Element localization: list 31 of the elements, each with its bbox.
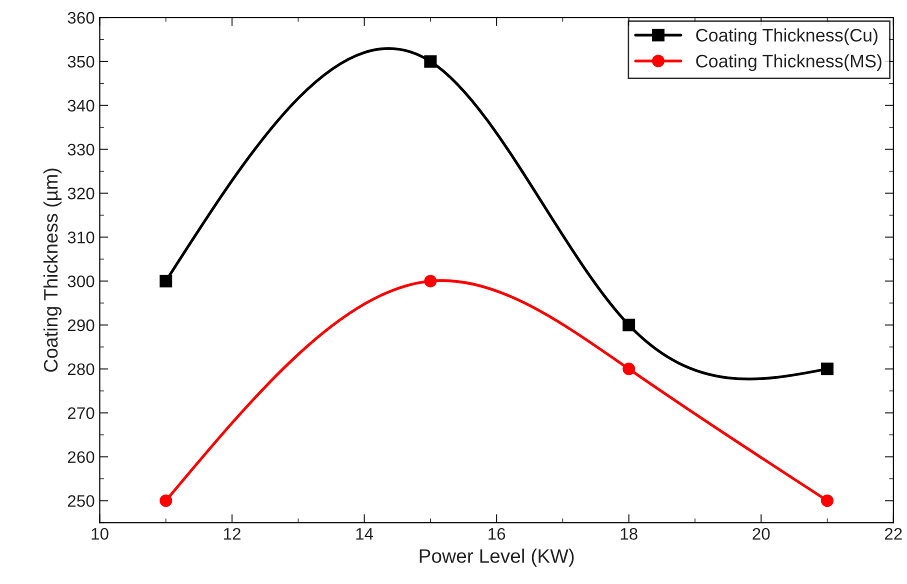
point [160,494,172,507]
point [821,494,834,507]
point [821,362,834,376]
x-tick-label: 22 [884,528,902,540]
x-tick-label: 10 [92,528,108,540]
x-tick-label: 20 [752,528,770,540]
x-tick-label: 16 [488,528,506,540]
y-tick-label: 250 [68,495,94,507]
legend-label: Coating Thickness(MS) [696,54,882,72]
point [160,274,172,288]
x-tick-label: 18 [620,528,638,540]
y-tick-label: 330 [68,144,94,156]
y-tick-label: 300 [68,275,94,288]
y-tick-label: 260 [68,451,94,463]
y-axis-title: Coating Thickness (µm) [43,168,62,372]
y-tick-label: 310 [68,232,94,244]
point [424,274,437,288]
y-tick-label: 360 [68,12,94,24]
legend-label: Coating Thickness(Cu) [696,28,878,46]
x-tick-label: 14 [356,528,374,540]
y-tick-label: 350 [68,56,94,68]
y-tick-label: 270 [68,407,94,420]
y-tick-label: 290 [68,319,94,332]
y-tick-label: 280 [68,363,94,376]
point [424,55,437,68]
x-tick-label: 12 [224,528,240,540]
point [622,362,636,376]
y-tick-label: 340 [68,100,94,112]
point [622,318,636,332]
x-axis-title: Power Level (KW) [420,548,574,567]
y-tick-label: 320 [68,188,94,200]
